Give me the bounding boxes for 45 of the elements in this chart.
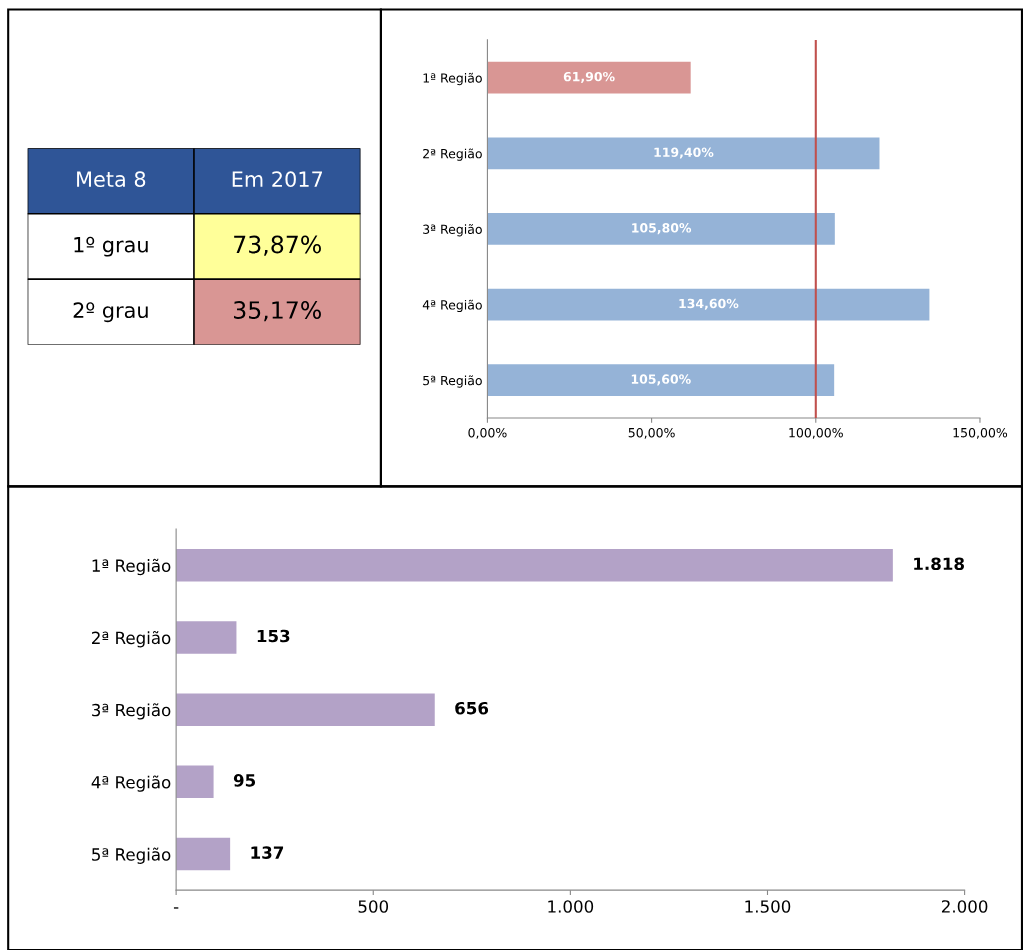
y-tick-label: 1ª Região <box>92 558 171 576</box>
x-tick-label: 0,00% <box>468 427 507 439</box>
bar <box>176 765 214 799</box>
x-tick-label: 2.000 <box>941 900 988 913</box>
y-tick-label: 5ª Região <box>423 375 482 388</box>
text: 1º grau <box>74 236 148 257</box>
data-label: 95 <box>233 774 256 787</box>
x-tick-label: 150,00% <box>953 427 1008 439</box>
y-tick-label: 2ª Região <box>92 630 171 648</box>
data-label: 105,80% <box>632 223 692 235</box>
bar <box>487 364 835 397</box>
x-tick-label: 1.500 <box>745 900 791 913</box>
text: Em 2017 <box>232 171 323 188</box>
data-label: 137 <box>251 846 284 859</box>
bar <box>176 693 435 726</box>
data-label: 119,40% <box>654 147 714 159</box>
y-tick-label: 3ª Região <box>92 703 171 720</box>
bar <box>176 837 231 871</box>
y-tick-label: 5ª Região <box>92 847 171 864</box>
y-tick-label: 4ª Região <box>422 299 482 313</box>
data-label: 1.818 <box>914 557 964 571</box>
data-label: 656 <box>455 701 489 715</box>
bar <box>487 213 835 245</box>
text: 35,17% <box>234 301 321 322</box>
y-tick-label: 2ª Região <box>423 148 482 161</box>
y-tick-label: 1ª Região <box>423 72 482 86</box>
bar <box>176 549 893 582</box>
y-tick-label: 3ª Região <box>423 224 482 237</box>
x-tick-label: 100,00% <box>789 427 843 439</box>
x-tick-label: 50,00% <box>628 427 675 439</box>
text: Meta 8 <box>77 171 146 188</box>
data-label: 105,60% <box>631 374 691 386</box>
y-tick-label: 4ª Região <box>91 775 171 792</box>
x-tick-label: 1.000 <box>548 900 594 913</box>
bar <box>176 621 237 654</box>
x-tick-label: 500 <box>358 900 389 913</box>
data-label: 153 <box>257 629 290 643</box>
data-label: 61,90% <box>563 71 615 83</box>
bar <box>487 137 880 170</box>
text: 2º grau <box>73 302 148 323</box>
x-tick-label: - <box>173 907 179 909</box>
text: 73,87% <box>234 235 321 256</box>
bar <box>487 61 691 94</box>
bar <box>487 288 930 321</box>
data-label: 134,60% <box>679 298 739 310</box>
